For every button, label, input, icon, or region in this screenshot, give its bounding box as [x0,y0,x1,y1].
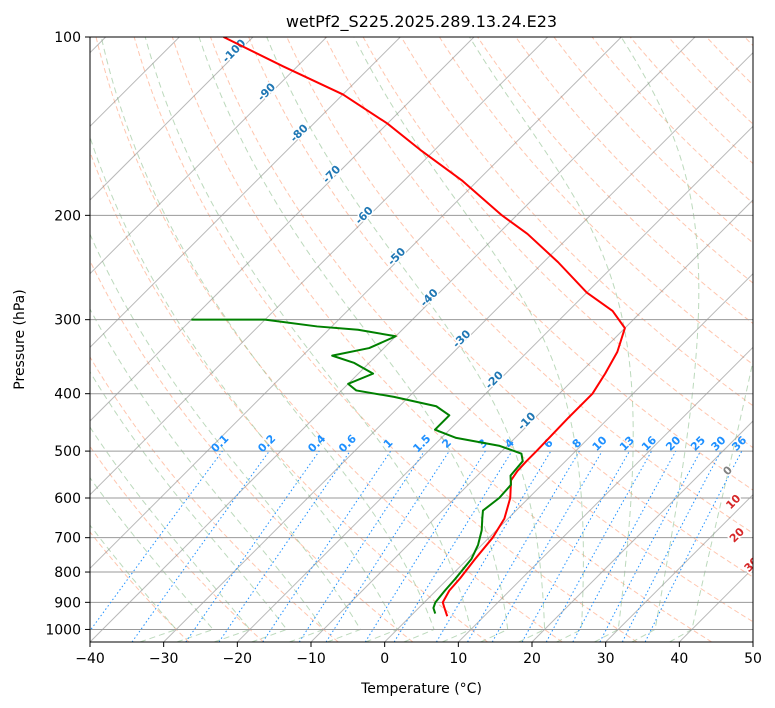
dry-adiabat-line [248,37,753,578]
x-axis-title: Temperature (°C) [360,681,482,697]
mixing-ratio-line [545,450,653,642]
moist-adiabat-line [90,476,214,642]
isotherm-line [236,125,753,642]
isotherm-line [90,37,549,496]
mixing-ratio-line [491,450,603,642]
y-axis-title: Pressure (hPa) [12,289,28,389]
dewpoint-profile-line [191,318,524,614]
mixing-ratio-line [185,450,320,642]
dry-adiabat-label: 40 [751,582,771,602]
dry-adiabat-line [90,259,414,642]
y-tick-label: 1000 [45,622,81,638]
y-tick-label: 200 [54,208,81,224]
isotherm-line [90,37,622,570]
dry-adiabat-line [90,150,488,642]
moist-adiabat-line [100,37,435,642]
isotherm-line [90,37,328,275]
moist-adiabat-line [669,358,753,642]
mixing-ratio-line [467,450,580,642]
x-tick-label: −40 [75,651,105,667]
dry-adiabat-line [477,37,753,325]
dry-adiabat-line [90,356,339,642]
dry-adiabat-line [553,37,753,244]
x-tick-label: 40 [670,651,688,667]
x-tick-label: 50 [744,651,762,667]
moist-adiabat-line [144,37,472,642]
moist-adiabat-line [90,135,398,642]
mixing-ratio-line [364,450,486,642]
isotherm-line [384,272,753,642]
dry-adiabat-line [439,37,753,366]
mixing-ratio-line [218,450,351,642]
moist-adiabat-line [90,370,288,642]
x-tick-label: −10 [296,651,326,667]
isotherm-line [90,37,475,422]
isotherm-line [457,346,753,642]
y-tick-label: 700 [54,531,81,547]
x-tick-label: −20 [223,651,253,667]
mixing-ratio-line [131,450,270,642]
dry-adiabat-line [591,37,753,204]
dry-adiabat-line [210,37,753,623]
y-tick-label: 600 [54,491,81,507]
moist-adiabat-line [90,426,251,642]
dry-adiabat-line [171,37,712,642]
y-tick-label: 900 [54,595,81,611]
dry-adiabat-line [95,37,563,642]
moist-adiabat-line [353,37,584,642]
mixing-ratio-line [435,450,552,642]
y-tick-label: 300 [54,313,81,329]
isotherm-line [90,37,254,201]
y-tick-label: 800 [54,565,81,581]
dry-adiabat-line [133,37,638,642]
moist-adiabat-line [620,37,700,642]
moist-adiabat-line [90,308,325,642]
y-tick-label: 100 [54,30,81,46]
x-tick-label: 10 [449,651,467,667]
isotherm-line [163,51,753,642]
dry-adiabat-line [286,37,753,534]
isotherm-line [310,199,753,642]
mixing-ratio-line [572,450,677,642]
mixing-ratio-line [325,450,450,642]
y-tick-label: 500 [54,444,81,460]
x-tick-label: 30 [597,651,615,667]
plot-area: 0.1 0.2 0.4 0.6 1 1.5 2 3 4 6 8 10 13 16 20 25 30 36-100-… [90,37,771,642]
dry-adiabat-line [90,531,190,642]
mixing-ratio-line [90,450,223,632]
x-tick-label: 20 [523,651,541,667]
chart-title: wetPf2_S225.2025.289.13.24.E23 [286,12,557,32]
dry-adiabat-line [324,37,753,491]
x-tick-label: 0 [380,651,389,667]
mixing-ratio-line [393,450,513,642]
mixing-ratio-line [521,450,630,642]
moist-adiabat-line [266,37,546,642]
dry-adiabat-line [400,37,753,407]
moist-adiabat-line [90,233,362,642]
isotherm-line [605,493,753,642]
y-tick-label: 400 [54,387,81,403]
x-tick-label: −30 [149,651,179,667]
axes: −40 −30 −20 −10 0 10 20 30 40 50 100 200 300 400 500 60… [45,30,762,667]
isotherm-line [90,37,696,642]
isotherm-line [90,37,401,349]
isotherm-line [531,420,753,642]
plot-frame [89,36,754,643]
temperature-profile-line [223,37,626,617]
